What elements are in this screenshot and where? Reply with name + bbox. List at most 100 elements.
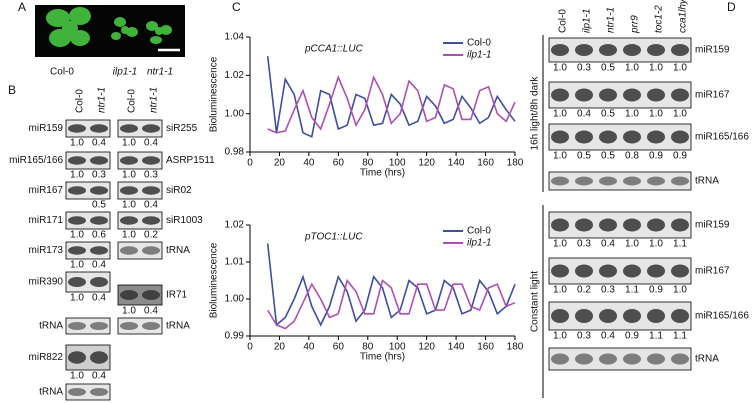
band bbox=[623, 218, 641, 232]
x-tick-label: 20 bbox=[274, 342, 286, 353]
x-tick-label: 100 bbox=[389, 158, 406, 169]
level-value: 1.0 bbox=[122, 230, 136, 241]
level-value: 1.0 bbox=[673, 109, 687, 120]
lane-header: ilp1-1 bbox=[582, 9, 593, 33]
blot-label: miR822 bbox=[29, 352, 64, 363]
band bbox=[599, 264, 617, 278]
level-value: 0.4 bbox=[92, 260, 106, 271]
band bbox=[142, 290, 160, 300]
level-value: 0.4 bbox=[577, 109, 591, 120]
level-value: 0.5 bbox=[601, 63, 615, 74]
band bbox=[599, 44, 617, 56]
x-tick-label: 20 bbox=[274, 158, 286, 169]
level-value: 0.5 bbox=[601, 151, 615, 162]
y-tick-label: 1.01 bbox=[225, 257, 245, 268]
blot bbox=[548, 81, 692, 109]
band bbox=[671, 44, 689, 56]
level-value: 1.0 bbox=[553, 151, 567, 162]
level-value: 0.4 bbox=[144, 306, 158, 317]
level-value: 0.3 bbox=[577, 239, 591, 250]
level-value: 1.0 bbox=[649, 109, 663, 120]
band bbox=[68, 186, 86, 195]
band bbox=[575, 309, 593, 323]
level-value: 1.1 bbox=[649, 331, 663, 342]
level-value: 1.0 bbox=[553, 285, 567, 296]
band bbox=[142, 216, 160, 225]
y-tick-label: 0.99 bbox=[225, 331, 245, 342]
lane-header: ntr1-1 bbox=[149, 87, 160, 113]
condition-label: 16h light/8h dark bbox=[530, 76, 541, 151]
x-tick-label: 60 bbox=[333, 342, 345, 353]
blot bbox=[548, 211, 692, 239]
condition-label: Constant light bbox=[530, 271, 541, 332]
blot-label: miR173 bbox=[29, 245, 64, 256]
lane-header: prr9 bbox=[630, 15, 641, 34]
level-value: 1.0 bbox=[122, 138, 136, 149]
blot-label: miR159 bbox=[695, 220, 730, 231]
band bbox=[623, 130, 641, 144]
x-tick-label: 40 bbox=[303, 342, 315, 353]
band bbox=[623, 353, 641, 365]
blot bbox=[548, 347, 692, 371]
band bbox=[90, 322, 108, 330]
x-tick-label: 60 bbox=[333, 158, 345, 169]
level-value: 0.9 bbox=[649, 151, 663, 162]
band bbox=[671, 353, 689, 365]
level-value: 1.0 bbox=[122, 200, 136, 211]
level-value: 0.4 bbox=[144, 200, 158, 211]
blot-label: miR390 bbox=[29, 277, 64, 288]
band bbox=[575, 353, 593, 365]
blot-label: tRNA bbox=[39, 387, 63, 398]
band bbox=[551, 264, 569, 278]
level-value: 1.0 bbox=[553, 239, 567, 250]
legend-label: ilp1-1 bbox=[467, 50, 491, 61]
band bbox=[671, 130, 689, 144]
band bbox=[120, 290, 138, 300]
level-value: 1.1 bbox=[673, 331, 687, 342]
level-value: 0.9 bbox=[625, 331, 639, 342]
lane-header: Col-0 bbox=[558, 9, 569, 33]
band bbox=[551, 176, 569, 186]
x-tick-label: 180 bbox=[507, 342, 524, 353]
x-tick-label: 0 bbox=[247, 342, 253, 353]
band bbox=[90, 351, 108, 364]
band bbox=[647, 88, 665, 102]
band bbox=[647, 309, 665, 323]
band bbox=[599, 88, 617, 102]
band bbox=[551, 309, 569, 323]
band bbox=[90, 124, 108, 133]
level-value: 0.4 bbox=[92, 293, 106, 304]
band bbox=[623, 88, 641, 102]
band bbox=[120, 124, 138, 133]
blot bbox=[548, 301, 692, 331]
level-value: 1.0 bbox=[122, 170, 136, 181]
band bbox=[90, 156, 108, 165]
x-tick-label: 140 bbox=[448, 342, 465, 353]
band bbox=[623, 309, 641, 323]
band bbox=[647, 353, 665, 365]
legend-label: ilp1-1 bbox=[467, 238, 491, 249]
band bbox=[671, 264, 689, 278]
band bbox=[575, 44, 593, 56]
x-tick-label: 80 bbox=[362, 342, 374, 353]
blot bbox=[548, 37, 692, 63]
level-value: 0.4 bbox=[601, 239, 615, 250]
sample-label: Col-0 bbox=[50, 67, 74, 78]
band bbox=[575, 130, 593, 144]
x-tick-label: 100 bbox=[389, 342, 406, 353]
level-value: 1.0 bbox=[122, 306, 136, 317]
band bbox=[120, 156, 138, 165]
level-value: 1.0 bbox=[625, 239, 639, 250]
series-line bbox=[266, 56, 516, 138]
blot-label: ASRP1511 bbox=[166, 155, 215, 166]
series-line bbox=[266, 243, 516, 327]
blot bbox=[548, 123, 692, 151]
band bbox=[90, 277, 108, 287]
y-tick-label: 0.98 bbox=[225, 147, 245, 158]
blot bbox=[548, 257, 692, 285]
panel-label: D bbox=[727, 0, 736, 14]
band bbox=[142, 156, 160, 165]
level-value: 0.2 bbox=[577, 285, 591, 296]
level-value: 0.3 bbox=[144, 170, 158, 181]
x-tick-label: 120 bbox=[418, 342, 435, 353]
